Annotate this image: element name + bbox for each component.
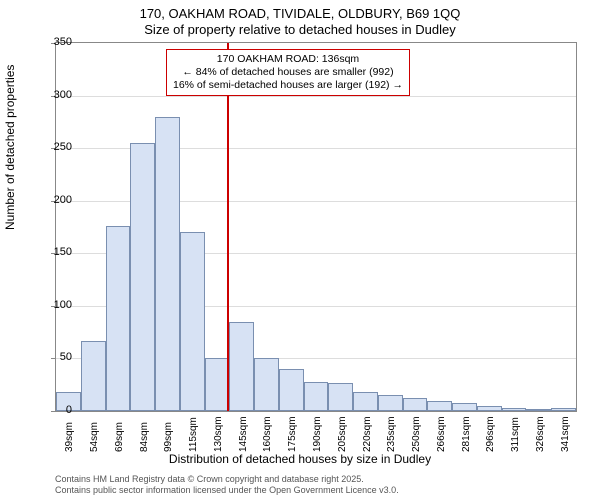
ytick-label: 250 <box>54 141 72 153</box>
histogram-bar <box>526 409 551 411</box>
histogram-bar <box>81 341 106 411</box>
histogram-bar <box>155 117 180 411</box>
xtick-label: 311sqm <box>510 417 521 452</box>
xtick-label: 99sqm <box>163 422 174 452</box>
ytick-label: 100 <box>54 299 72 311</box>
histogram-bar <box>304 382 329 411</box>
footer-line2: Contains public sector information licen… <box>55 485 399 496</box>
xtick-label: 341sqm <box>560 416 571 452</box>
ytick-label: 300 <box>54 89 72 101</box>
xtick-label: 250sqm <box>411 416 422 452</box>
histogram-bar <box>254 358 279 411</box>
x-axis-label: Distribution of detached houses by size … <box>0 452 600 466</box>
xtick-label: 205sqm <box>337 416 348 452</box>
xtick-label: 69sqm <box>114 422 125 452</box>
xtick-label: 84sqm <box>139 422 150 452</box>
histogram-bar <box>130 143 155 411</box>
y-axis-label: Number of detached properties <box>3 65 17 230</box>
xtick-label: 220sqm <box>362 416 373 452</box>
histogram-bar <box>205 358 230 411</box>
ytick-mark <box>51 411 56 412</box>
xtick-label: 115sqm <box>188 417 199 452</box>
histogram-bar <box>452 403 477 411</box>
histogram-bar <box>353 392 378 411</box>
xtick-label: 190sqm <box>312 416 323 452</box>
xtick-label: 54sqm <box>89 422 100 452</box>
xtick-label: 266sqm <box>436 416 447 452</box>
histogram-bar <box>427 401 452 412</box>
xtick-label: 326sqm <box>535 416 546 452</box>
chart-title-line2: Size of property relative to detached ho… <box>0 22 600 37</box>
ytick-label: 200 <box>54 194 72 206</box>
histogram-bar <box>180 232 205 411</box>
xtick-label: 296sqm <box>485 416 496 452</box>
annotation-box: 170 OAKHAM ROAD: 136sqm← 84% of detached… <box>166 49 410 96</box>
ytick-label: 150 <box>54 246 72 258</box>
histogram-bar <box>378 395 403 411</box>
xtick-label: 39sqm <box>64 422 75 452</box>
property-marker-line <box>227 43 229 411</box>
xtick-label: 175sqm <box>287 416 298 452</box>
annotation-line2: ← 84% of detached houses are smaller (99… <box>173 66 403 79</box>
footer-attribution: Contains HM Land Registry data © Crown c… <box>55 474 399 496</box>
ytick-label: 0 <box>66 404 72 416</box>
ytick-label: 350 <box>54 36 72 48</box>
chart-title-line1: 170, OAKHAM ROAD, TIVIDALE, OLDBURY, B69… <box>0 6 600 21</box>
xtick-label: 130sqm <box>213 416 224 452</box>
ytick-mark <box>51 358 56 359</box>
xtick-label: 235sqm <box>386 416 397 452</box>
ytick-label: 50 <box>60 351 72 363</box>
histogram-bar <box>328 383 353 411</box>
annotation-line1: 170 OAKHAM ROAD: 136sqm <box>173 53 403 66</box>
histogram-bar <box>229 322 254 411</box>
histogram-bar <box>403 398 428 411</box>
xtick-label: 145sqm <box>238 416 249 452</box>
footer-line1: Contains HM Land Registry data © Crown c… <box>55 474 399 485</box>
histogram-bar <box>551 408 576 411</box>
histogram-bar <box>477 406 502 411</box>
xtick-label: 281sqm <box>461 416 472 452</box>
histogram-bar <box>502 408 527 411</box>
histogram-bar <box>106 226 131 411</box>
plot-area: 170 OAKHAM ROAD: 136sqm← 84% of detached… <box>55 42 577 412</box>
xtick-label: 160sqm <box>262 416 273 452</box>
histogram-bar <box>279 369 304 411</box>
annotation-line3: 16% of semi-detached houses are larger (… <box>173 79 403 92</box>
